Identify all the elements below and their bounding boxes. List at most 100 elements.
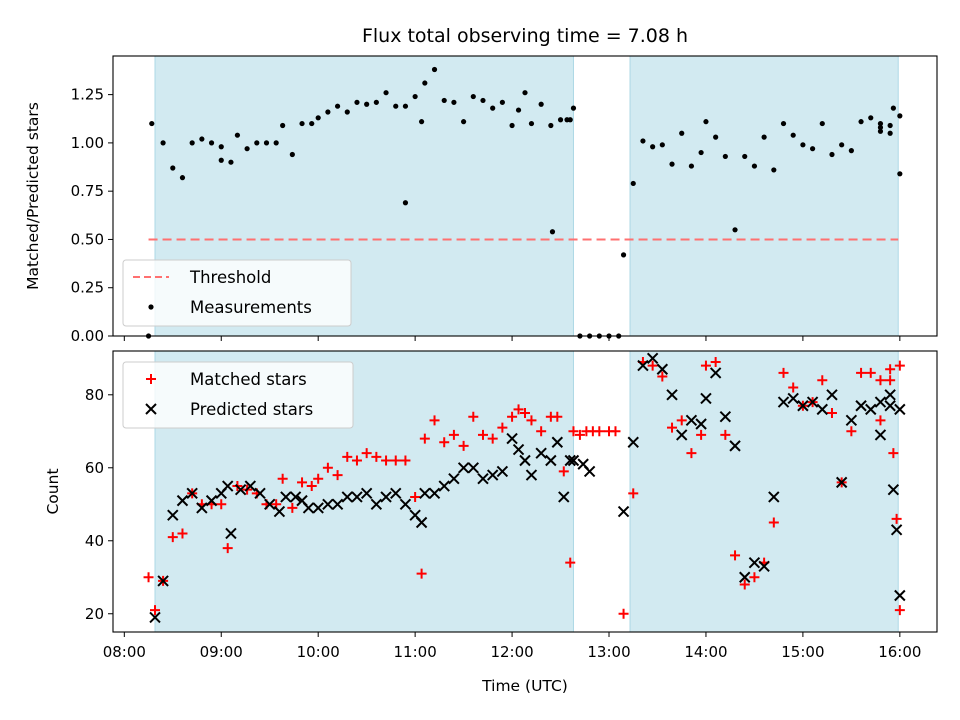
predicted-star-point bbox=[617, 505, 630, 518]
matched-star-point bbox=[361, 448, 372, 459]
measurement-point bbox=[402, 103, 409, 109]
measurement-point bbox=[877, 120, 884, 127]
predicted-star-point bbox=[380, 491, 392, 503]
count-points bbox=[143, 352, 906, 624]
measurement-point bbox=[780, 120, 787, 127]
matched-star-point bbox=[700, 360, 711, 371]
legend-dot-swatch bbox=[148, 304, 154, 310]
predicted-star-point bbox=[477, 473, 489, 485]
measurement-point bbox=[470, 93, 476, 100]
measurement-point bbox=[170, 165, 176, 171]
measurement-point bbox=[713, 134, 719, 140]
count-panel-frame bbox=[112, 350, 938, 633]
x-tick-label: 12:00 bbox=[490, 643, 533, 661]
predicted-star-point bbox=[186, 487, 198, 500]
predicted-star-point bbox=[360, 487, 373, 500]
matched-star-point bbox=[390, 455, 401, 466]
measurement-point bbox=[354, 99, 360, 105]
measurement-point bbox=[557, 117, 564, 123]
predicted-star-point bbox=[739, 571, 751, 583]
measurement-point bbox=[809, 146, 816, 152]
predicted-star-point bbox=[835, 476, 848, 489]
matched-star-point bbox=[610, 426, 621, 437]
matched-star-point bbox=[552, 411, 563, 422]
predicted-star-point bbox=[627, 436, 639, 448]
predicted-star-point bbox=[457, 462, 470, 474]
matched-star-point bbox=[150, 605, 161, 616]
predicted-star-point bbox=[826, 389, 838, 401]
predicted-star-point bbox=[176, 494, 189, 507]
matched-star-point bbox=[322, 462, 333, 473]
observing-window-span bbox=[629, 55, 899, 337]
predicted-star-point bbox=[894, 589, 906, 602]
matched-star-point bbox=[306, 481, 317, 492]
matched-star-point bbox=[400, 455, 411, 466]
measurement-point bbox=[160, 140, 166, 146]
matched-star-point bbox=[826, 408, 837, 419]
predicted-star-point bbox=[874, 396, 887, 408]
predicted-star-point bbox=[787, 392, 799, 405]
predicted-star-point bbox=[302, 502, 315, 514]
legend-x-swatch bbox=[145, 403, 157, 415]
matched-star-point bbox=[477, 429, 488, 440]
matched-star-point bbox=[739, 579, 750, 590]
measurement-point bbox=[522, 90, 528, 96]
measurement-point bbox=[742, 153, 748, 160]
x-tick-label: 14:00 bbox=[684, 643, 727, 661]
y-tick-label: 1.00 bbox=[71, 134, 104, 152]
predicted-star-point bbox=[467, 462, 480, 474]
predicted-star-point bbox=[280, 491, 292, 503]
predicted-star-point bbox=[419, 487, 431, 500]
matched-star-point bbox=[574, 429, 585, 440]
predicted-star-point bbox=[874, 429, 887, 441]
matched-star-point bbox=[439, 437, 450, 448]
y-tick-label: 20 bbox=[85, 605, 104, 623]
y-tick-label: 0.25 bbox=[71, 279, 104, 297]
ratio-y-ticks: 0.00 0.25 0.50 0.75 1.00 1.25 bbox=[71, 86, 113, 345]
x-tick-label: 09:00 bbox=[200, 643, 243, 661]
measurement-point bbox=[179, 175, 186, 181]
measurement-point bbox=[630, 180, 636, 187]
predicted-star-point bbox=[351, 491, 363, 503]
measurement-point bbox=[218, 157, 224, 163]
ratio-panel-frame bbox=[112, 55, 938, 337]
x-axis-label: Time (UTC) bbox=[481, 677, 568, 695]
matched-star-point bbox=[720, 429, 731, 440]
measurement-point bbox=[199, 136, 205, 142]
matched-star-point bbox=[416, 568, 427, 579]
measurement-point bbox=[461, 119, 467, 125]
predicted-star-point bbox=[768, 491, 780, 503]
predicted-star-point bbox=[656, 363, 669, 375]
predicted-star-point bbox=[709, 367, 722, 379]
matched-star-point bbox=[875, 415, 886, 426]
matched-star-point bbox=[448, 429, 459, 440]
predicted-star-point bbox=[525, 469, 538, 481]
predicted-star-point bbox=[415, 516, 428, 529]
predicted-star-point bbox=[149, 611, 161, 624]
legend-label: Measurements bbox=[190, 298, 312, 317]
count-y-axis-label: Count bbox=[44, 468, 62, 514]
matched-star-point bbox=[856, 367, 867, 378]
legend-label: Matched stars bbox=[190, 370, 307, 389]
measurement-point bbox=[228, 159, 234, 165]
measurement-point bbox=[299, 120, 305, 127]
predicted-star-point bbox=[196, 502, 208, 514]
legend-plus-swatch bbox=[146, 374, 156, 384]
measurement-point bbox=[567, 117, 573, 123]
measurement-point bbox=[732, 227, 738, 233]
y-tick-label: 0.75 bbox=[71, 182, 104, 200]
measurement-point bbox=[334, 103, 341, 109]
measurement-point bbox=[868, 115, 874, 121]
y-tick-label: 0.00 bbox=[71, 327, 104, 345]
measurement-point bbox=[218, 144, 224, 150]
predicted-star-point bbox=[289, 491, 302, 503]
predicted-star-point bbox=[264, 498, 276, 510]
predicted-star-point bbox=[685, 414, 698, 427]
measurement-point bbox=[490, 105, 496, 111]
predicted-star-point bbox=[222, 480, 234, 492]
measurement-point bbox=[383, 90, 389, 96]
matched-star-point bbox=[657, 371, 668, 382]
predicted-star-point bbox=[167, 509, 179, 521]
measurement-point bbox=[679, 130, 685, 136]
matched-star-point bbox=[332, 470, 343, 481]
